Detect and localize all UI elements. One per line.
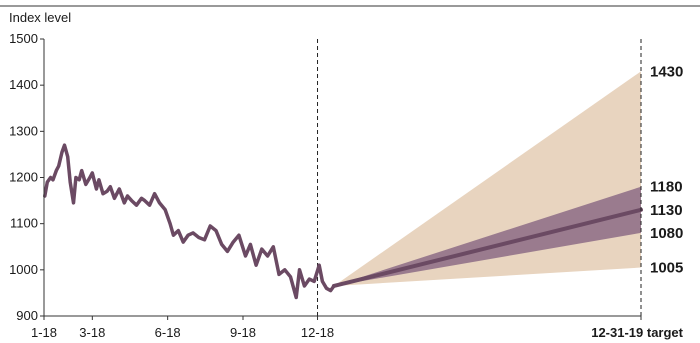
y-tick-label: 1100 <box>10 216 38 231</box>
end-value-label: 1005 <box>650 260 683 277</box>
x-tick-label: 1-18 <box>31 325 57 340</box>
x-tick-label: 6-18 <box>155 325 181 340</box>
y-axis-label: Index level <box>9 10 71 25</box>
y-tick-label: 1400 <box>9 77 38 92</box>
y-tick-label: 1000 <box>9 262 38 277</box>
forecast-inner-band <box>333 186 641 286</box>
end-value-label: 1430 <box>650 63 683 80</box>
end-value-label: 1080 <box>650 225 683 242</box>
plot-area: 900 1000 1100 1200 1300 1400 1500 1-18 3-18 6-18 9… <box>9 31 684 340</box>
x-tick-label: 12-18 <box>301 325 334 340</box>
history-line <box>43 143 336 300</box>
forecast-central-line <box>331 207 643 288</box>
end-value-label: 1180 <box>650 179 683 196</box>
x-tick-label: 3-18 <box>79 325 105 340</box>
y-tick-label: 1500 <box>9 31 38 46</box>
end-value-label: 1130 <box>650 202 683 219</box>
y-tick-label: 900 <box>16 308 38 323</box>
x-tick-label: 9-18 <box>230 325 256 340</box>
y-tick-label: 1200 <box>9 170 38 185</box>
y-tick-label: 1300 <box>9 123 38 138</box>
x-tick-label: 12-31-19 target <box>591 325 683 340</box>
